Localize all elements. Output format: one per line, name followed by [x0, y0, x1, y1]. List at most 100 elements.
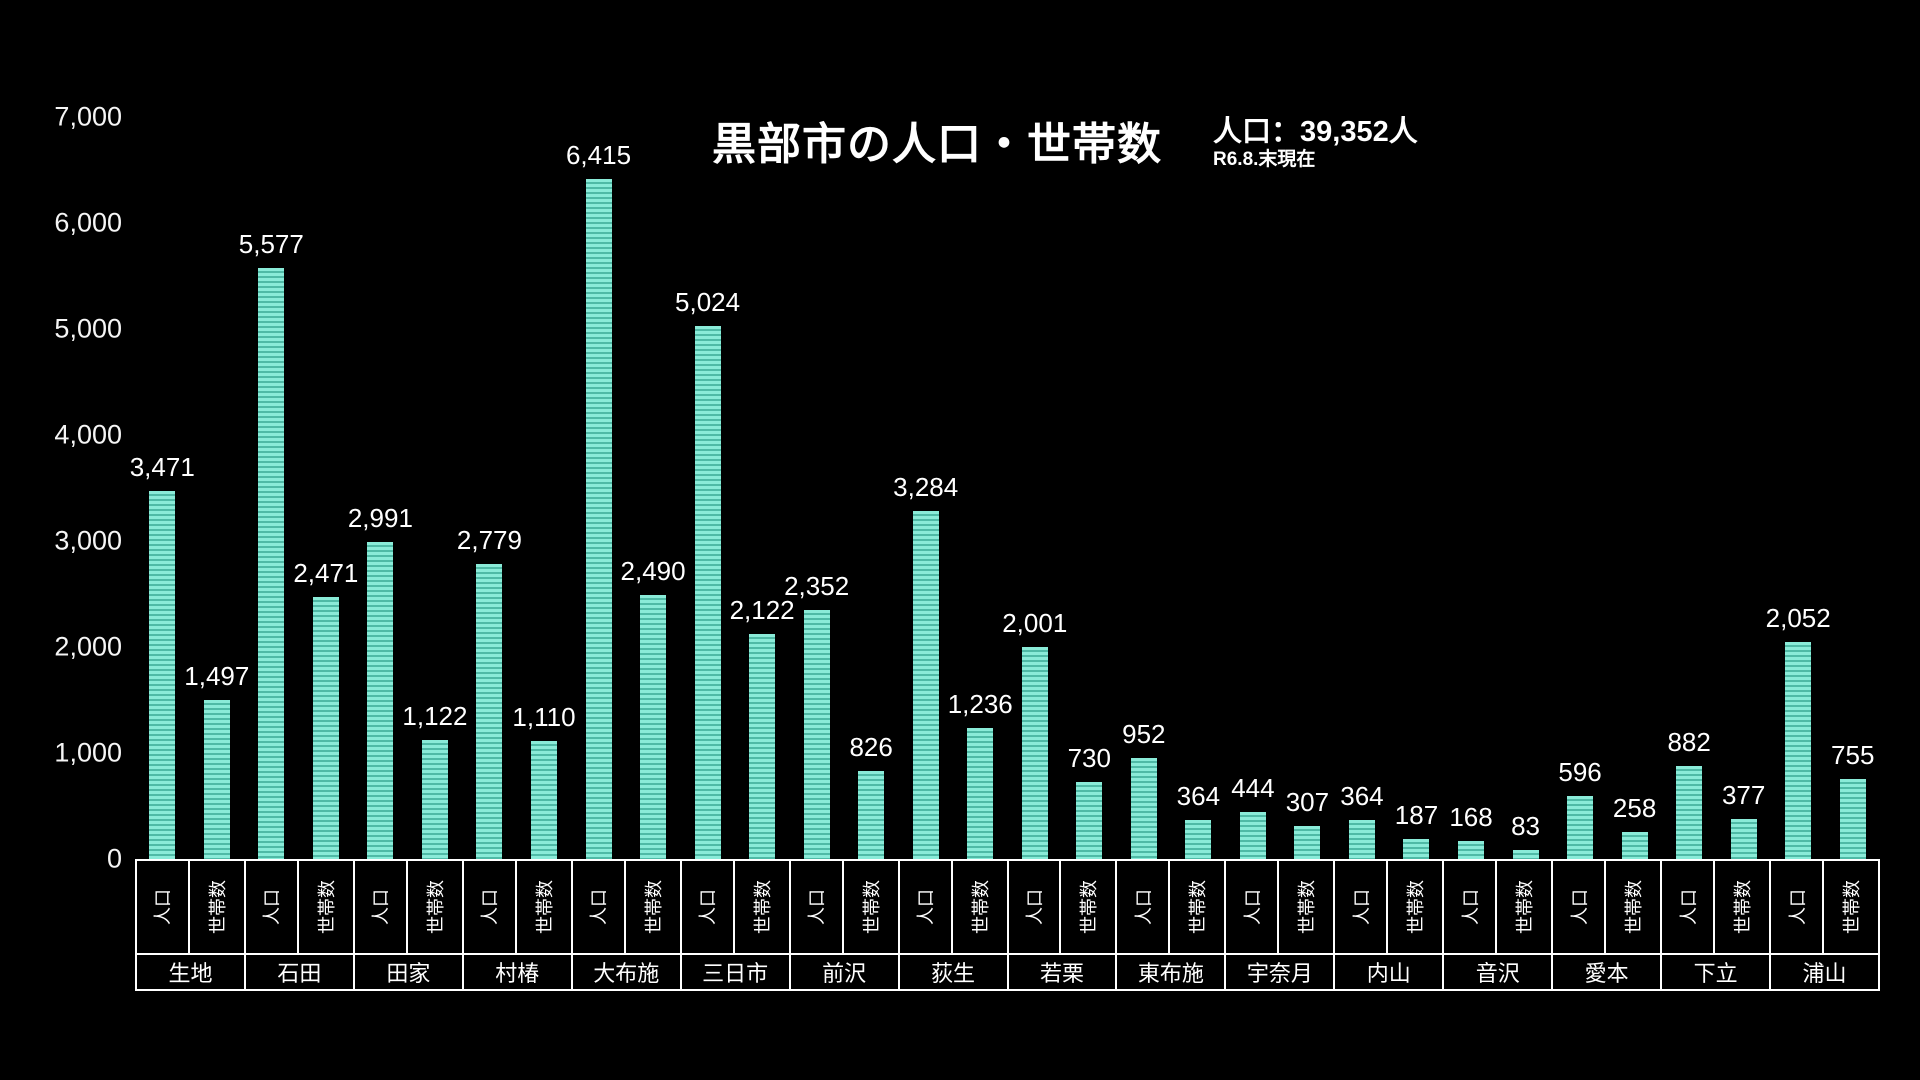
bar-cell: 2,779 — [457, 117, 522, 859]
bar-value-label: 826 — [849, 732, 893, 763]
bar-value-label: 377 — [1721, 780, 1766, 811]
series-axis-label: 世帯数 — [970, 880, 991, 934]
bar-group: 2,352 826 — [784, 117, 898, 859]
y-axis-tick-label: 2,000 — [54, 631, 122, 662]
district-axis-label: 村椿 — [461, 953, 573, 991]
series-axis-label: 人口 — [153, 889, 174, 925]
district-axis-label: 音沢 — [1442, 953, 1554, 991]
district-axis-label: 荻生 — [897, 953, 1009, 991]
series-axis-label: 世帯数 — [207, 880, 228, 934]
population-bar — [585, 179, 612, 859]
district-axis-label: 浦山 — [1769, 953, 1880, 991]
series-axis-label-cell: 人口 — [1115, 859, 1171, 955]
bar-value-label: 83 — [1511, 811, 1541, 842]
series-axis-label-cell: 人口 — [1333, 859, 1389, 955]
series-axis-label: 世帯数 — [425, 880, 446, 934]
bar-cell: 3,284 — [893, 117, 958, 859]
bar-value-label: 3,284 — [893, 471, 959, 502]
series-axis-label-cell: 世帯数 — [1713, 859, 1772, 955]
bar-cell: 2,352 — [784, 117, 849, 859]
series-axis-label-cell: 世帯数 — [732, 859, 791, 955]
district-axis-label: 大布施 — [570, 953, 682, 991]
bar-value-label: 6,415 — [565, 140, 632, 171]
district-axis-label: 若栗 — [1006, 953, 1118, 991]
series-axis-label: 人口 — [480, 889, 501, 925]
population-bar — [803, 609, 830, 859]
households-bar — [967, 727, 994, 859]
bar-value-label: 364 — [1340, 781, 1384, 812]
x-axis-table: 人口 世帯数 人口 世帯数 人口 世帯数 人口 世帯数 人口 世帯数 人口 世帯数 人口 世帯数 人口 世帯数… — [135, 859, 1880, 991]
bar-value-label: 1,122 — [402, 701, 468, 732]
bar-value-label: 2,052 — [1765, 602, 1831, 633]
series-axis-label: 人口 — [1351, 889, 1372, 925]
y-axis-tick-label: 6,000 — [54, 207, 122, 238]
plot-area: 3,471 1,497 5,577 2,471 2,991 1,122 2,779 1,110… — [130, 117, 1880, 859]
series-axis-label-cell: 世帯数 — [841, 859, 900, 955]
series-axis-label-cell: 人口 — [135, 859, 190, 955]
bar-cell: 882 — [1662, 117, 1717, 859]
bar-group: 5,024 2,122 — [675, 117, 795, 859]
series-axis-label-cell: 人口 — [1442, 859, 1498, 955]
bar-value-label: 2,490 — [620, 556, 686, 587]
series-axis-label: 世帯数 — [1188, 880, 1209, 934]
district-axis-label: 生地 — [135, 953, 246, 991]
y-axis-tick-label: 4,000 — [54, 419, 122, 450]
bar-group: 168 83 — [1444, 117, 1553, 859]
series-axis-label: 世帯数 — [643, 880, 664, 934]
bar-value-label: 2,471 — [293, 558, 359, 589]
series-axis-label-cell: 世帯数 — [514, 859, 573, 955]
bar-value-label: 2,352 — [784, 570, 850, 601]
population-bar — [149, 491, 176, 859]
series-axis-label-cell: 人口 — [1551, 859, 1607, 955]
bar-cell: 2,490 — [621, 117, 686, 859]
bar-value-label: 258 — [1612, 792, 1657, 823]
bar-value-label: 882 — [1667, 726, 1711, 757]
series-axis-label: 人口 — [1678, 889, 1699, 925]
households-bar — [203, 700, 230, 859]
series-axis-label: 人口 — [1133, 889, 1154, 925]
bar-value-label: 5,577 — [238, 228, 304, 259]
series-axis-label: 世帯数 — [1733, 880, 1754, 934]
series-axis-label-cell: 世帯数 — [1495, 859, 1554, 955]
households-bar — [1839, 778, 1866, 859]
population-bar — [476, 564, 503, 859]
y-axis-tick-label: 7,000 — [54, 101, 122, 132]
series-axis-label-cell: 人口 — [788, 859, 844, 955]
households-bar — [858, 771, 885, 859]
bar-cell: 377 — [1716, 117, 1771, 859]
district-axis-label: 三日市 — [679, 953, 791, 991]
bar-value-label: 2,001 — [1002, 607, 1068, 638]
bar-cell: 444 — [1226, 117, 1281, 859]
bar-cell: 307 — [1280, 117, 1335, 859]
population-bar — [367, 541, 394, 859]
bar-group: 364 187 — [1335, 117, 1444, 859]
bar-cell: 2,122 — [730, 117, 795, 859]
bar-cell: 2,471 — [293, 117, 358, 859]
bar-group: 444 307 — [1226, 117, 1335, 859]
y-axis-tick-label: 0 — [106, 843, 122, 874]
bar-value-label: 307 — [1285, 787, 1330, 818]
series-axis-label-cell: 人口 — [1006, 859, 1062, 955]
series-axis-label-cell: 世帯数 — [405, 859, 464, 955]
bar-group: 596 258 — [1553, 117, 1662, 859]
population-bar — [1348, 820, 1375, 859]
series-axis-label-cell: 世帯数 — [296, 859, 355, 955]
series-axis-label-cell: 人口 — [570, 859, 626, 955]
bar-value-label: 2,991 — [347, 502, 413, 533]
series-axis-label: 人口 — [371, 889, 392, 925]
bar-cell: 364 — [1171, 117, 1226, 859]
series-axis-label-cell: 世帯数 — [1059, 859, 1118, 955]
bar-value-label: 2,779 — [456, 525, 522, 556]
bar-group: 2,991 1,122 — [348, 117, 467, 859]
series-axis-label: 人口 — [1569, 889, 1590, 925]
bar-cell: 952 — [1117, 117, 1172, 859]
series-axis-label: 人口 — [1242, 889, 1263, 925]
households-bar — [1076, 781, 1103, 859]
series-axis-label-cell: 人口 — [1660, 859, 1716, 955]
bar-value-label: 2,122 — [729, 595, 795, 626]
district-axis-label: 前沢 — [788, 953, 900, 991]
bar-value-label: 187 — [1394, 800, 1439, 831]
bar-group: 3,284 1,236 — [893, 117, 1013, 859]
series-axis-label: 人口 — [916, 889, 937, 925]
